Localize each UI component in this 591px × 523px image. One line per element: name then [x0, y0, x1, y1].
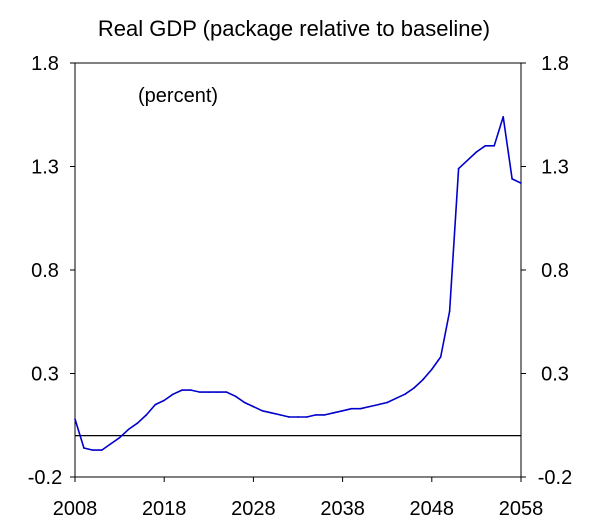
data-point	[359, 407, 362, 410]
data-point	[484, 145, 487, 147]
data-point	[493, 145, 496, 147]
y-tick-label-left: -0.2	[28, 467, 62, 489]
data-point	[386, 401, 389, 404]
data-point	[395, 397, 397, 400]
y-tick-label-right: -0.2	[538, 467, 572, 489]
data-point	[323, 414, 326, 416]
x-tick-label: 2028	[231, 498, 276, 520]
y-axis-left: -0.2 0.3 0.8 1.3 1.8	[28, 53, 75, 489]
data-point	[431, 368, 433, 371]
data-point	[261, 409, 264, 412]
data-point	[502, 116, 504, 118]
data-point	[315, 414, 317, 416]
data-point	[377, 403, 380, 406]
data-point	[270, 412, 273, 414]
data-point	[350, 407, 353, 410]
data-point	[243, 401, 246, 404]
x-axis: 2008 2018 2028 2038 2048 2058	[53, 477, 544, 520]
data-point	[136, 422, 139, 424]
x-tick-label: 2058	[499, 498, 544, 520]
data-point	[297, 416, 299, 418]
data-point	[127, 428, 130, 431]
data-point	[288, 416, 290, 418]
data-point	[457, 167, 460, 170]
data-point	[109, 443, 112, 445]
data-point	[154, 403, 157, 406]
data-point	[475, 151, 478, 153]
data-point	[234, 395, 237, 398]
y-tick-label-right: 0.8	[541, 260, 569, 282]
data-point	[208, 391, 210, 393]
data-point	[100, 449, 103, 451]
data-point	[332, 412, 335, 414]
plot-area-frame	[74, 62, 522, 478]
data-point	[466, 159, 469, 162]
data-point	[181, 389, 183, 391]
y-axis-right: -0.2 0.3 0.8 1.3 1.8	[521, 53, 572, 489]
data-point	[439, 356, 442, 358]
unit-annotation: (percent)	[138, 85, 218, 107]
data-point	[216, 391, 219, 393]
data-point	[163, 399, 165, 402]
series-line	[74, 116, 522, 451]
x-tick-label: 2038	[320, 498, 365, 520]
y-tick-label-left: 1.8	[31, 53, 59, 75]
x-tick-label: 2048	[410, 498, 455, 520]
data-point	[341, 409, 344, 412]
y-tick-label-right: 0.3	[541, 364, 569, 386]
data-point	[252, 405, 255, 408]
data-point	[74, 418, 76, 420]
data-point	[225, 391, 228, 393]
data-point	[279, 414, 281, 416]
data-point	[404, 393, 406, 396]
data-point	[413, 387, 415, 389]
data-point	[172, 393, 174, 396]
data-point	[145, 414, 148, 416]
data-point	[448, 310, 451, 313]
y-tick-label-right: 1.3	[541, 157, 569, 179]
data-point	[422, 378, 424, 381]
data-point	[199, 391, 201, 393]
y-tick-label-left: 0.8	[31, 260, 59, 282]
x-tick-label: 2018	[142, 498, 187, 520]
y-tick-label-left: 1.3	[31, 157, 59, 179]
data-point	[190, 389, 192, 391]
data-point	[306, 416, 308, 418]
data-point	[83, 447, 85, 449]
y-tick-label-left: 0.3	[31, 364, 59, 386]
chart-title: Real GDP (package relative to baseline)	[98, 16, 490, 41]
y-tick-label-right: 1.8	[541, 53, 569, 75]
data-point	[92, 449, 94, 451]
data-point	[511, 178, 513, 180]
x-tick-label: 2008	[53, 498, 98, 520]
data-point	[520, 182, 522, 184]
series-layer	[74, 116, 522, 451]
data-point	[118, 436, 121, 439]
data-point	[368, 405, 371, 408]
